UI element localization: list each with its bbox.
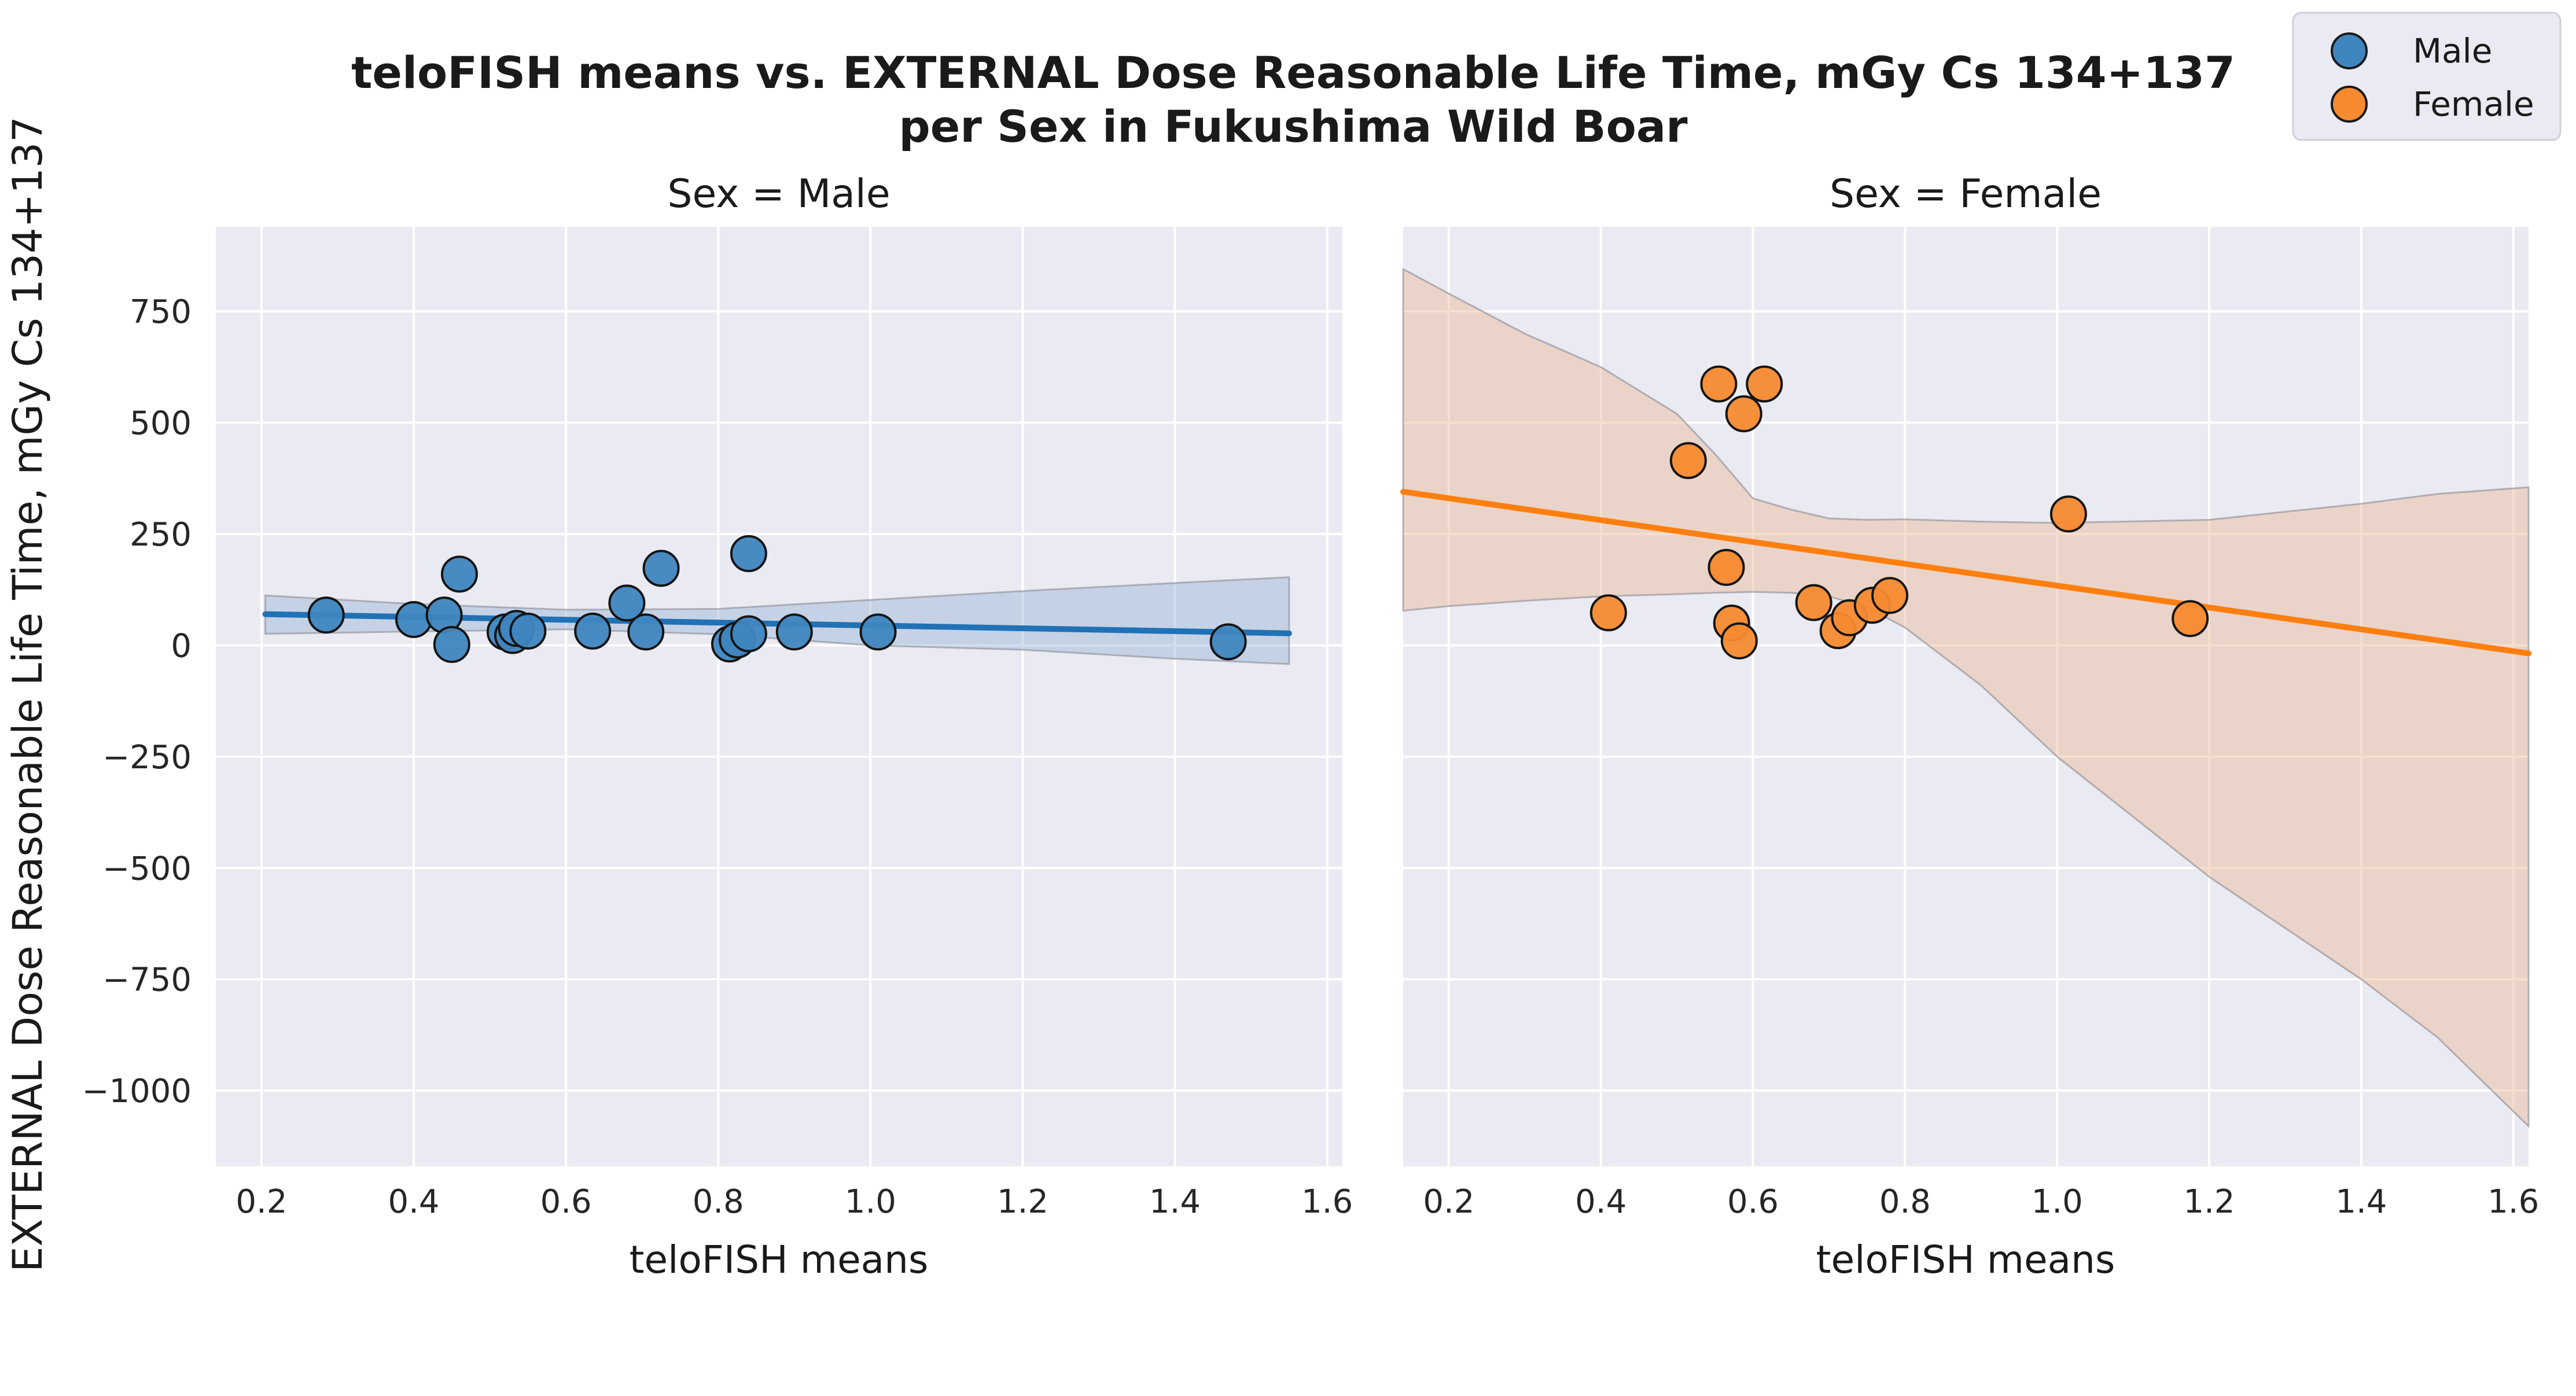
regression-line-female [1400, 488, 2531, 657]
data-point-female-1 [1669, 442, 1707, 480]
legend-marker-female [2331, 86, 2368, 123]
x-tick-label-female-3: 0.8 [1879, 1183, 1931, 1221]
legend-label-female: Female [2413, 84, 2534, 124]
x-tick-label-female-4: 1.0 [2032, 1183, 2083, 1221]
panel-male: 0.2 0.4 0.6 0.8 1.0 1.2 1.4 1.6 750 500 250 0 −250 −5… [82, 171, 1353, 1282]
legend-label-male: Male [2413, 31, 2492, 71]
x-tick-label-male-6: 1.4 [1149, 1183, 1201, 1221]
y-tick-label-1: 500 [130, 405, 192, 443]
data-point-female-13 [2049, 495, 2087, 533]
x-tick-label-male-0: 0.2 [235, 1183, 287, 1221]
data-point-female-7 [1746, 365, 1783, 403]
plot-area-female [1403, 227, 2529, 1166]
y-tick-label-3: 0 [171, 627, 192, 665]
y-tick-label-0: 750 [130, 293, 192, 331]
data-point-male-3 [440, 555, 478, 593]
y-axis-label: EXTERNAL Dose Reasonable Life Time, mGy … [4, 116, 51, 1272]
data-point-male-17 [775, 613, 813, 651]
x-tick-label-female-0: 0.2 [1423, 1183, 1474, 1221]
panel-female: 0.2 0.4 0.6 0.8 1.0 1.2 1.4 1.6 Sex = Female te… [1400, 171, 2539, 1282]
data-point-female-5 [1720, 622, 1758, 660]
plot-area-male [216, 227, 1342, 1166]
y-tick-label-5: −500 [102, 850, 192, 887]
data-point-male-9 [574, 612, 612, 650]
data-point-male-11 [627, 613, 665, 651]
confidence-band-female [1402, 267, 2530, 1129]
x-tick-label-female-1: 0.4 [1575, 1183, 1626, 1221]
x-tick-label-male-2: 0.6 [540, 1183, 592, 1221]
legend: Male Female [2292, 12, 2562, 141]
x-axis-label-male: teloFISH means [630, 1237, 929, 1282]
x-tick-label-female-6: 1.4 [2335, 1183, 2387, 1221]
chart-title-line-1: teloFISH means vs. EXTERNAL Dose Reasona… [351, 47, 2235, 98]
data-point-female-0 [1589, 594, 1627, 632]
x-tick-label-female-7: 1.6 [2487, 1183, 2539, 1221]
data-point-male-15 [730, 615, 767, 653]
data-point-female-12 [1871, 577, 1909, 614]
x-axis-label-female: teloFISH means [1816, 1237, 2115, 1282]
data-point-female-6 [1725, 395, 1762, 433]
data-point-male-0 [307, 596, 345, 634]
y-tick-label-6: −750 [102, 962, 192, 999]
data-point-male-12 [642, 550, 680, 587]
x-tick-label-male-5: 1.2 [997, 1183, 1048, 1221]
data-point-male-19 [1209, 623, 1247, 661]
x-tick-label-male-7: 1.6 [1301, 1183, 1353, 1221]
x-tick-label-female-5: 1.2 [2184, 1183, 2235, 1221]
y-tick-label-7: −1000 [82, 1073, 192, 1110]
x-tick-label-female-2: 0.6 [1727, 1183, 1779, 1221]
data-point-female-2 [1700, 365, 1738, 403]
chart-title-line-2: per Sex in Fukushima Wild Boar [899, 101, 1688, 152]
data-point-male-1 [395, 601, 433, 638]
y-tick-label-2: 250 [130, 516, 192, 554]
x-tick-label-male-3: 0.8 [693, 1183, 744, 1221]
data-point-female-14 [2172, 600, 2209, 638]
x-tick-label-male-1: 0.4 [388, 1183, 440, 1221]
data-point-male-18 [859, 613, 897, 651]
y-tick-label-4: −250 [102, 739, 192, 776]
data-point-female-8 [1795, 584, 1832, 621]
legend-marker-male [2331, 32, 2368, 69]
data-point-male-8 [509, 612, 547, 650]
data-point-male-4 [433, 625, 470, 663]
x-tick-label-male-4: 1.0 [845, 1183, 896, 1221]
data-point-male-10 [608, 584, 646, 622]
data-point-male-16 [730, 535, 767, 572]
panel-title-female: Sex = Female [1830, 171, 2102, 217]
data-point-female-3 [1707, 548, 1745, 586]
panel-title-male: Sex = Male [667, 171, 890, 217]
